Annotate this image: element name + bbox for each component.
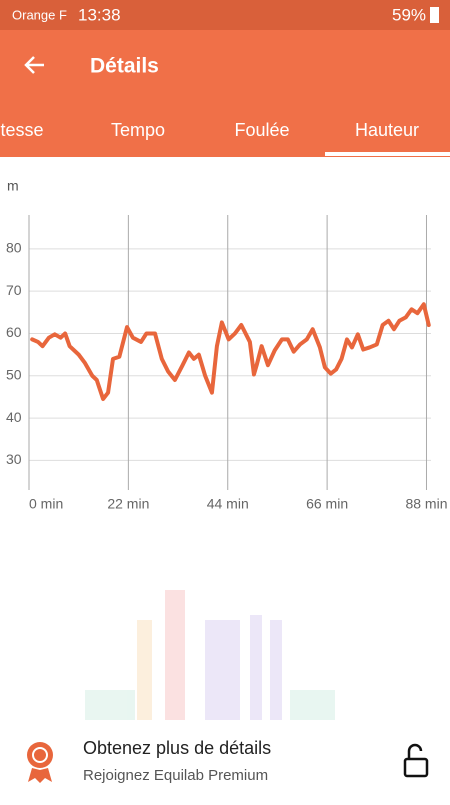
x-tick-label: 66 min: [306, 496, 348, 512]
app-bar: [0, 30, 450, 157]
y-tick-label: 70: [6, 282, 22, 298]
battery-icon: [430, 7, 439, 23]
x-tick-label: 22 min: [107, 496, 149, 512]
y-tick-label: 30: [6, 451, 22, 467]
tab[interactable]: tesse: [0, 120, 43, 140]
ribbon: [28, 768, 52, 783]
tab[interactable]: Foulée: [234, 120, 289, 140]
y-tick-label: 40: [6, 409, 22, 425]
medal: [27, 742, 53, 768]
carrier: Orange F: [12, 7, 67, 22]
y-tick-label: 50: [6, 366, 22, 382]
status-bar: [0, 0, 450, 30]
back-button[interactable]: [24, 56, 44, 74]
y-tick-label: 60: [6, 324, 22, 340]
app-title: Détails: [90, 55, 159, 78]
premium-title: Obtenez plus de détails: [83, 738, 271, 758]
x-tick-label: 44 min: [207, 496, 249, 512]
blurred-preview: [85, 590, 335, 720]
clock: 13:38: [78, 5, 121, 24]
y-tick-label: 80: [6, 240, 22, 256]
lock-shackle: [407, 743, 423, 759]
x-tick-label: 88 min: [405, 496, 447, 512]
y-axis-label: m: [7, 178, 19, 194]
x-tick-label: 0 min: [29, 496, 63, 512]
line-series: [30, 302, 431, 402]
tab[interactable]: Hauteur: [355, 120, 419, 140]
premium-banner[interactable]: [0, 720, 450, 800]
medal-inner: [32, 747, 48, 763]
tab[interactable]: Tempo: [111, 120, 165, 140]
premium-subtitle: Rejoignez Equilab Premium: [83, 767, 268, 784]
tab-indicator: [325, 152, 450, 156]
lock-icon[interactable]: [403, 757, 429, 778]
battery: 59%: [392, 5, 426, 24]
